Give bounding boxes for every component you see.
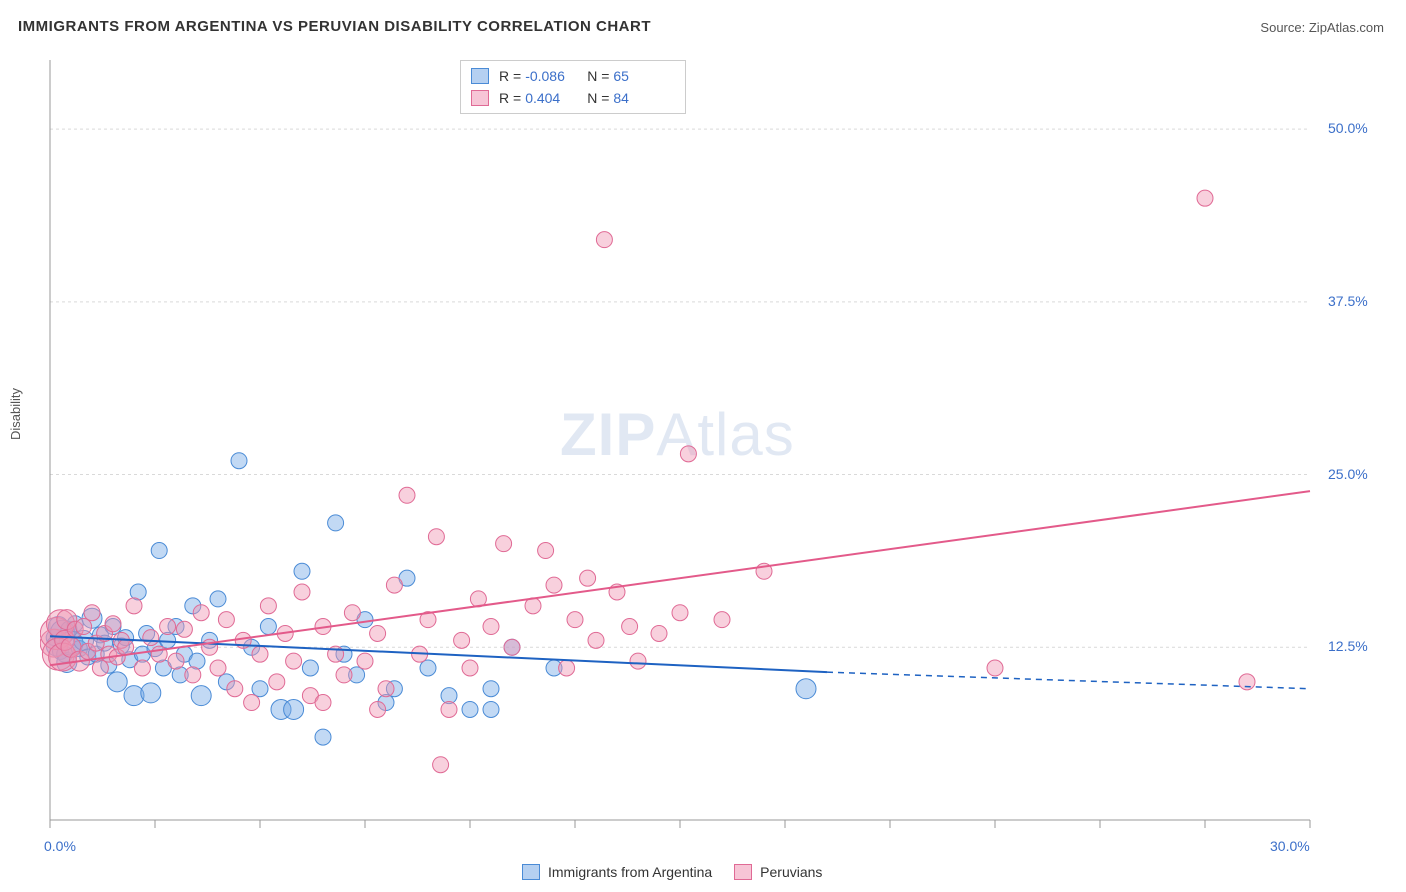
x-tick-label: 0.0% [44,838,76,854]
legend-series: Immigrants from Argentina Peruvians [500,864,822,880]
legend-correlation: R = -0.086 N = 65 R = 0.404 N = 84 [460,60,686,114]
r-label: R = [499,68,521,84]
legend-label: Peruvians [760,864,822,880]
source-prefix: Source: [1260,20,1305,35]
legend-row: R = 0.404 N = 84 [471,87,675,109]
chart-title: IMMIGRANTS FROM ARGENTINA VS PERUVIAN DI… [18,18,651,35]
legend-row: R = -0.086 N = 65 [471,65,675,87]
y-tick-label: 25.0% [1328,466,1368,482]
n-value: 65 [613,68,661,84]
x-tick-label: 30.0% [1270,838,1310,854]
r-value: -0.086 [525,68,573,84]
y-tick-label: 12.5% [1328,638,1368,654]
n-label: N = [587,90,609,106]
y-tick-label: 37.5% [1328,293,1368,309]
legend-swatch [734,864,752,880]
r-label: R = [499,90,521,106]
legend-swatch [471,90,489,106]
n-value: 84 [613,90,661,106]
legend-swatch [471,68,489,84]
n-label: N = [587,68,609,84]
r-value: 0.404 [525,90,573,106]
source-value: ZipAtlas.com [1309,20,1384,35]
y-axis-label: Disability [8,388,23,440]
y-tick-label: 50.0% [1328,120,1368,136]
source-label: Source: ZipAtlas.com [1260,20,1384,35]
legend-label: Immigrants from Argentina [548,864,712,880]
legend-swatch [522,864,540,880]
scatter-chart [40,50,1340,840]
